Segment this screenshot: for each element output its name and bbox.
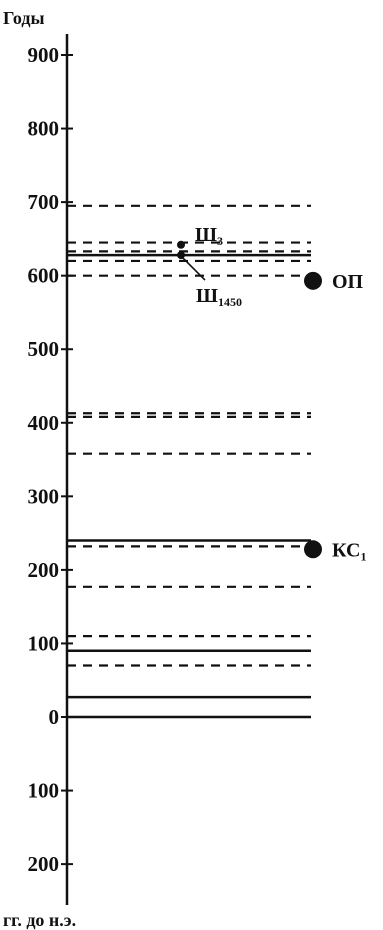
y-tick-label: 300	[28, 484, 60, 508]
y-tick-label: 400	[28, 411, 60, 435]
sh3-point	[177, 240, 185, 249]
event-lines	[67, 204, 311, 719]
y-tick-label: 900	[28, 43, 60, 67]
y-tick-label: 200	[28, 558, 60, 582]
sh1450-label: Ш1450	[196, 285, 242, 309]
y-tick-label: 100	[28, 779, 60, 803]
y-tick-label: 700	[28, 190, 60, 214]
y-axis-title: Годы	[3, 8, 45, 28]
markers: Ш3 Ш1450 ОП КС1	[177, 224, 366, 563]
y-tick-label: 600	[28, 264, 60, 288]
y-tick-label: 800	[28, 117, 60, 141]
ks1-point	[304, 540, 322, 559]
y-tick-label: 100	[28, 631, 60, 655]
sh3-label: Ш3	[195, 224, 223, 248]
sh1450-point	[177, 251, 185, 260]
op-point	[304, 271, 322, 290]
sh1450-leader	[182, 257, 206, 281]
y-tick-label: 0	[49, 705, 60, 729]
x-axis-title: гг. до н.э.	[3, 910, 76, 930]
y-tick-label: 500	[28, 337, 60, 361]
y-tick-label: 200	[28, 852, 60, 876]
op-label: ОП	[332, 271, 364, 293]
y-ticks: 900 800 700 600 500 400 300 200 100 0 100 200	[28, 43, 73, 876]
ks1-label: КС1	[332, 539, 366, 563]
